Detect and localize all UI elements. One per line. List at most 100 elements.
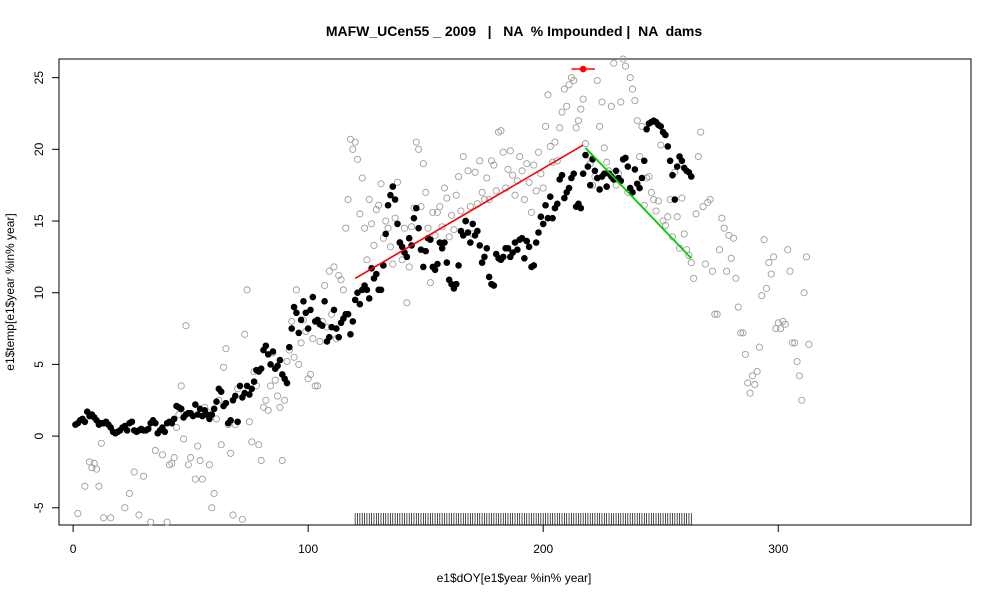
background-point-97: [353, 155, 362, 163]
background-point-145: [466, 203, 474, 211]
background-point-171: [527, 208, 536, 216]
year-point-216: [579, 170, 587, 178]
year-point-142: [405, 234, 413, 242]
background-point-271: [762, 284, 771, 292]
background-point-81: [316, 337, 324, 346]
background-point-102: [365, 195, 373, 204]
year-point-202: [546, 193, 554, 200]
background-point-5: [93, 465, 101, 473]
year-point-38: [161, 428, 169, 436]
background-point-136: [445, 233, 453, 241]
background-point-159: [499, 148, 507, 156]
background-point-110: [384, 224, 392, 232]
background-point-162: [506, 147, 514, 155]
year-point-167: [464, 229, 472, 236]
plot-frame: [58, 58, 972, 526]
background-point-225: [654, 197, 662, 205]
background-point-71: [292, 286, 300, 294]
background-point-77: [306, 370, 315, 378]
background-point-200: [596, 122, 604, 130]
year-point-253: [666, 157, 674, 165]
background-point-265: [748, 372, 756, 380]
year-point-175: [483, 244, 491, 252]
background-point-248: [708, 267, 716, 275]
background-point-192: [577, 105, 585, 113]
year-point-234: [622, 154, 629, 162]
y-axis-label: e1$temp[e1$year %in% year]: [3, 213, 17, 370]
year-point-146: [415, 224, 422, 232]
background-point-90: [337, 276, 345, 284]
background-point-182: [553, 157, 561, 165]
year-point-203: [549, 214, 556, 222]
background-point-222: [647, 188, 655, 196]
background-point-167: [518, 167, 526, 175]
background-point-254: [722, 267, 731, 275]
year-point-76: [250, 378, 258, 385]
year-point-97: [300, 298, 307, 305]
background-point-80: [314, 382, 322, 390]
year-point-207: [558, 171, 566, 179]
background-point-235: [678, 194, 686, 202]
background-point-267: [753, 368, 761, 376]
background-point-269: [758, 292, 766, 300]
background-point-194: [581, 140, 590, 148]
year-point-66: [227, 417, 234, 424]
year-point-131: [380, 262, 387, 269]
year-point-74: [246, 391, 253, 398]
background-point-247: [706, 195, 714, 204]
background-point-153: [485, 195, 493, 204]
year-point-149: [422, 247, 429, 255]
year-point-163: [455, 262, 462, 269]
background-point-217: [636, 152, 644, 161]
background-point-48: [238, 515, 246, 523]
year-point-145: [412, 204, 420, 212]
background-point-287: [800, 289, 808, 297]
rug-marks: [354, 513, 692, 525]
year-point-240: [636, 184, 643, 192]
background-point-268: [755, 343, 764, 351]
y-axis: -5 0 5 10 15 20 25: [32, 71, 60, 513]
year-point-22: [123, 427, 131, 434]
year-point-118: [349, 318, 357, 325]
year-point-139: [398, 243, 406, 251]
year-point-95: [295, 329, 303, 337]
background-point-13: [135, 511, 143, 519]
background-point-279: [781, 320, 789, 328]
background-point-85: [325, 267, 333, 275]
background-point-32: [198, 475, 206, 483]
year-point-68: [231, 392, 239, 400]
background-point-52: [248, 438, 256, 446]
year-point-137: [394, 220, 401, 228]
year-point-182: [499, 253, 507, 261]
y-tick-label-1: 0: [32, 432, 46, 439]
x-axis-label: e1$dOY[e1$year %in% year]: [437, 571, 592, 585]
background-point-137: [447, 211, 456, 219]
background-point-223: [650, 195, 658, 204]
background-point-6: [95, 482, 103, 490]
year-point-168: [467, 239, 474, 246]
year-point-172: [476, 242, 484, 249]
background-point-11: [125, 489, 134, 498]
background-point-92: [342, 224, 350, 232]
background-point-236: [680, 230, 688, 238]
background-point-264: [746, 389, 754, 397]
background-point-14: [140, 472, 148, 480]
year-point-69: [234, 418, 241, 426]
background-point-228: [661, 221, 669, 229]
background-point-273: [767, 270, 775, 278]
year-point-173: [478, 259, 486, 266]
peak-point: [579, 65, 587, 73]
background-point-44: [227, 449, 235, 457]
background-point-98: [356, 210, 364, 218]
background-point-284: [793, 357, 801, 366]
background-point-283: [791, 339, 799, 347]
background-point-100: [361, 224, 369, 232]
year-point-128: [373, 270, 380, 278]
background-point-21: [170, 454, 178, 462]
year-point-196: [532, 239, 540, 246]
year-point-110: [330, 306, 338, 314]
year-point-210: [565, 184, 573, 192]
background-point-289: [805, 340, 813, 348]
year-point-31: [145, 425, 152, 433]
